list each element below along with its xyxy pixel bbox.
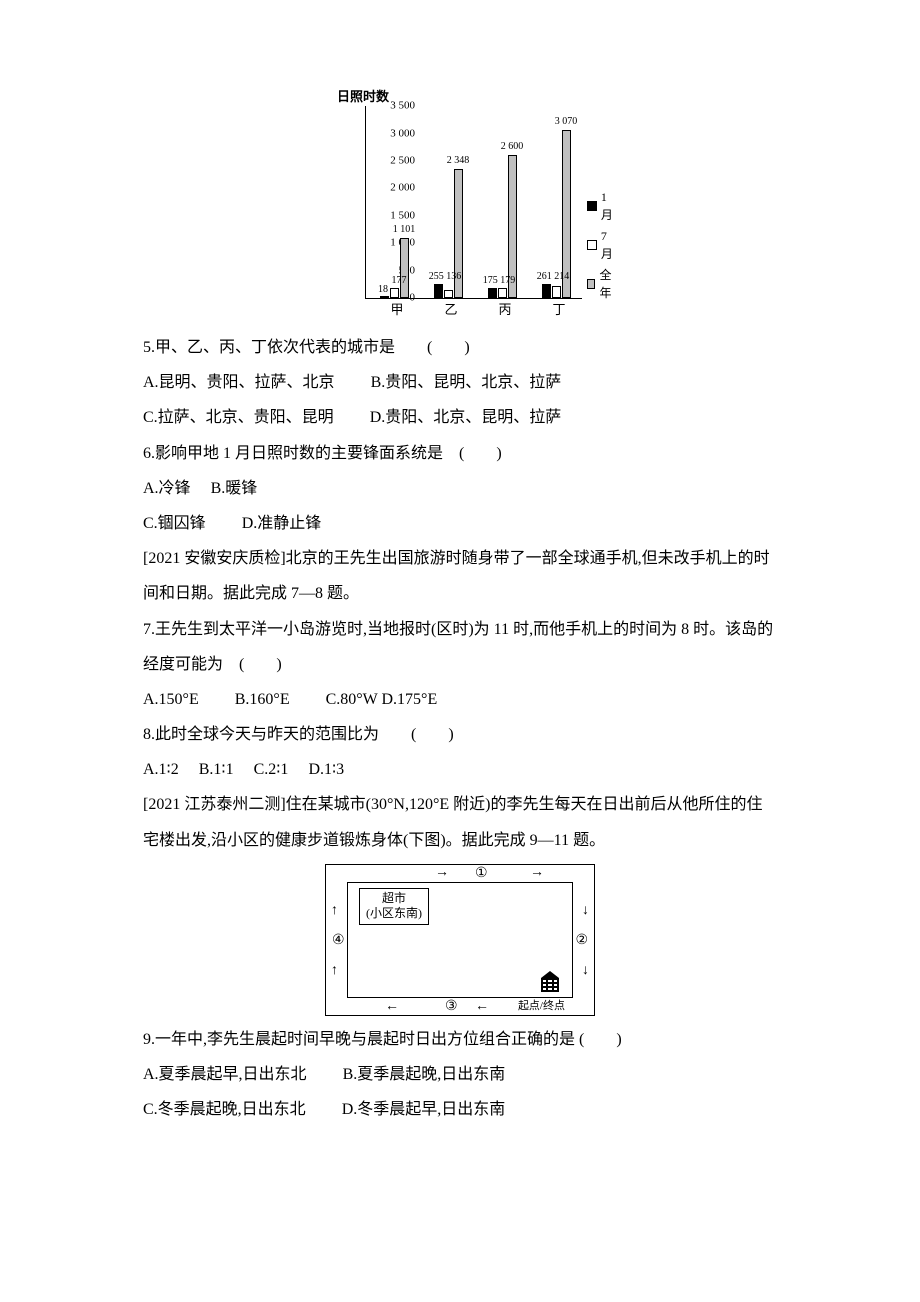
q7-c: C.80°W — [326, 691, 378, 708]
q6-row1: A.冷锋 B.暖锋 — [143, 471, 777, 506]
swatch-white — [587, 240, 597, 250]
bar-ding-jan — [542, 284, 551, 298]
q9-row1: A.夏季晨起早,日出东北 B.夏季晨起晚,日出东南 — [143, 1057, 777, 1092]
arrow-bottom-2: ← — [475, 1000, 489, 1014]
bar-jia-jan — [380, 296, 389, 298]
label-yi-small: 255 136 — [429, 272, 462, 282]
q7-d: D.175°E — [382, 691, 438, 708]
label-ding-small: 261 214 — [537, 272, 570, 282]
bar-yi-jan — [434, 284, 443, 298]
legend-jan-label: 1月 — [601, 188, 615, 224]
xlabel-yi: 乙 — [444, 303, 457, 316]
label-jia-jan: 18 — [378, 285, 388, 295]
circ-top: ① — [475, 867, 488, 881]
bar-yi-jul — [444, 290, 453, 298]
q6-stem: 6.影响甲地 1 月日照时数的主要锋面系统是 ( ) — [143, 436, 777, 471]
q9-d: D.冬季晨起早,日出东南 — [342, 1101, 506, 1118]
label-jia-year: 1 101 — [393, 225, 416, 235]
shop-line2: (小区东南) — [366, 906, 422, 922]
chart-legend: 1月 7月 全年 — [587, 188, 615, 305]
q8-options: A.1∶2 B.1∶1 C.2∶1 D.1∶3 — [143, 752, 777, 787]
arrow-left-2: ↑ — [331, 904, 338, 918]
bar-ding-jul — [552, 286, 561, 298]
q6-b: B.暖锋 — [211, 480, 258, 497]
q5-d: D.贵阳、北京、昆明、拉萨 — [370, 409, 562, 426]
legend-jan: 1月 — [587, 188, 615, 224]
q8-b: B.1∶1 — [199, 761, 234, 778]
arrow-top-2: → — [530, 866, 544, 880]
q7-a: A.150°E — [143, 691, 199, 708]
track-figure: 超市 (小区东南) → ① → ↓ ② ↓ ← ③ ← 起点/终点 ↑ ④ ↑ — [325, 864, 595, 1016]
q5-options-row1: A.昆明、贵阳、拉萨、北京 B.贵阳、昆明、北京、拉萨 — [143, 365, 777, 400]
q6-a: A.冷锋 — [143, 480, 191, 497]
group-bing: 2 600 175 179 丙 — [485, 106, 525, 298]
q6-d: D.准静止锋 — [242, 515, 322, 532]
label-bing-year: 2 600 — [501, 142, 524, 152]
arrow-top-1: → — [435, 866, 449, 880]
xlabel-ding: 丁 — [552, 303, 565, 316]
q7-options: A.150°E B.160°E C.80°W D.175°E — [143, 682, 777, 717]
q8-d: D.1∶3 — [308, 761, 344, 778]
q5-a: A.昆明、贵阳、拉萨、北京 — [143, 374, 335, 391]
legend-year: 全年 — [587, 266, 615, 302]
swatch-gray — [587, 279, 595, 289]
xlabel-bing: 丙 — [498, 303, 511, 316]
arrow-right-2: ↓ — [582, 964, 589, 978]
label-yi-year: 2 348 — [447, 156, 470, 166]
legend-jul-label: 7月 — [601, 227, 615, 263]
q5-c: C.拉萨、北京、贵阳、昆明 — [143, 409, 334, 426]
label-bing-small: 175 179 — [483, 276, 516, 286]
group-yi: 2 348 255 136 乙 — [431, 106, 471, 298]
q8-c: C.2∶1 — [254, 761, 289, 778]
q8-stem: 8.此时全球今天与昨天的范围比为 ( ) — [143, 717, 777, 752]
page: 日照时数 0 500 1 000 1 500 2 000 2 500 3 000… — [0, 0, 920, 1302]
passage-911: [2021 江苏泰州二测]住在某城市(30°N,120°E 附近)的李先生每天在… — [143, 787, 777, 857]
shop-line1: 超市 — [366, 891, 422, 907]
start-end-label: 起点/终点 — [518, 1001, 565, 1012]
q5-b: B.贵阳、昆明、北京、拉萨 — [371, 374, 562, 391]
circ-right: ② — [575, 934, 588, 948]
arrow-left-1: ↑ — [331, 964, 338, 978]
bar-bing-jan — [488, 288, 497, 298]
label-jia-jul: 177 — [392, 276, 407, 286]
house-roof — [541, 971, 559, 978]
arrow-bottom-1: ← — [385, 1000, 399, 1014]
q7-b: B.160°E — [235, 691, 290, 708]
chart-ylabel: 日照时数 — [337, 90, 389, 103]
legend-year-label: 全年 — [599, 266, 615, 302]
q9-b: B.夏季晨起晚,日出东南 — [343, 1066, 506, 1083]
q5-stem: 5.甲、乙、丙、丁依次代表的城市是 ( ) — [143, 330, 777, 365]
passage-78: [2021 安徽安庆质检]北京的王先生出国旅游时随身带了一部全球通手机,但未改手… — [143, 541, 777, 611]
circ-bottom: ③ — [445, 1000, 458, 1014]
bar-bing-jul — [498, 288, 507, 298]
house-icon — [541, 971, 559, 992]
q6-c: C.锢囚锋 — [143, 515, 206, 532]
q7-stem: 7.王先生到太平洋一小岛游览时,当地报时(区时)为 11 时,而他手机上的时间为… — [143, 612, 777, 682]
q9-c: C.冬季晨起晚,日出东北 — [143, 1101, 306, 1118]
shop-box: 超市 (小区东南) — [359, 888, 429, 925]
q5-options-row2: C.拉萨、北京、贵阳、昆明 D.贵阳、北京、昆明、拉萨 — [143, 400, 777, 435]
bar-jia-jul — [390, 288, 399, 298]
house-grid — [541, 978, 559, 992]
q6-row2: C.锢囚锋 D.准静止锋 — [143, 506, 777, 541]
legend-jul: 7月 — [587, 227, 615, 263]
arrow-right-1: ↓ — [582, 904, 589, 918]
track-figure-wrap: 超市 (小区东南) → ① → ↓ ② ↓ ← ③ ← 起点/终点 ↑ ④ ↑ — [143, 864, 777, 1016]
group-jia: 1 101 18 177 甲 — [377, 106, 417, 298]
q9-row2: C.冬季晨起晚,日出东北 D.冬季晨起早,日出东南 — [143, 1092, 777, 1127]
q9-stem: 9.一年中,李先生晨起时间早晚与晨起时日出方位组合正确的是 ( ) — [143, 1022, 777, 1057]
sunshine-chart-wrap: 日照时数 0 500 1 000 1 500 2 000 2 500 3 000… — [143, 90, 777, 316]
swatch-black — [587, 201, 597, 211]
bar-jia-year — [400, 238, 409, 298]
circ-left: ④ — [332, 934, 345, 948]
q9-a: A.夏季晨起早,日出东北 — [143, 1066, 307, 1083]
q8-a: A.1∶2 — [143, 761, 179, 778]
label-ding-year: 3 070 — [555, 117, 578, 127]
xlabel-jia: 甲 — [390, 303, 403, 316]
sunshine-chart: 日照时数 0 500 1 000 1 500 2 000 2 500 3 000… — [325, 90, 595, 316]
group-ding: 3 070 261 214 丁 — [539, 106, 579, 298]
